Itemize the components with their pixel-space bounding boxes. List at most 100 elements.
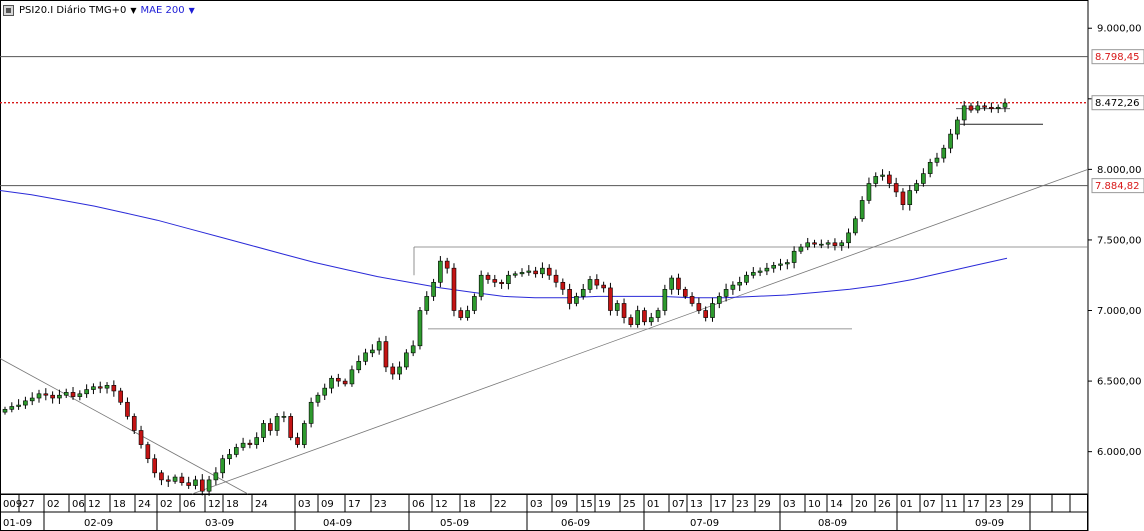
candle-body[interactable] bbox=[247, 442, 253, 445]
candle-body[interactable] bbox=[111, 385, 117, 392]
candle-body[interactable] bbox=[131, 416, 137, 431]
candle-body[interactable] bbox=[689, 296, 695, 304]
candle-body[interactable] bbox=[349, 369, 355, 385]
candle-body[interactable] bbox=[927, 162, 933, 174]
candle-body[interactable] bbox=[512, 273, 518, 276]
candle-body[interactable] bbox=[2, 409, 8, 413]
candle-body[interactable] bbox=[608, 287, 613, 311]
candle-body[interactable] bbox=[567, 289, 572, 304]
candle-body[interactable] bbox=[737, 281, 742, 286]
candle-body[interactable] bbox=[764, 267, 770, 272]
candle-body[interactable] bbox=[744, 274, 749, 283]
candle-body[interactable] bbox=[438, 260, 443, 283]
candle-body[interactable] bbox=[43, 393, 49, 396]
candle-body[interactable] bbox=[9, 406, 15, 410]
candle-body[interactable] bbox=[199, 479, 205, 492]
candle-body[interactable] bbox=[703, 310, 708, 318]
candle-body[interactable] bbox=[118, 390, 123, 403]
candle-body[interactable] bbox=[716, 296, 722, 304]
uptrend-line[interactable] bbox=[191, 168, 1089, 495]
candle-body[interactable] bbox=[982, 105, 987, 108]
indicator-dropdown-caret-icon[interactable]: ▼ bbox=[188, 5, 195, 15]
candle-body[interactable] bbox=[900, 191, 906, 205]
candle-body[interactable] bbox=[186, 482, 191, 486]
candle-body[interactable] bbox=[404, 352, 409, 368]
candle-body[interactable] bbox=[451, 267, 457, 311]
downtrend-line[interactable] bbox=[0, 358, 249, 495]
candle-body[interactable] bbox=[975, 105, 981, 111]
candle-body[interactable] bbox=[914, 183, 919, 191]
candle-body[interactable] bbox=[376, 341, 382, 351]
candle-body[interactable] bbox=[750, 272, 756, 276]
candle-body[interactable] bbox=[356, 361, 362, 371]
candle-body[interactable] bbox=[70, 392, 76, 397]
candle-body[interactable] bbox=[302, 423, 307, 445]
candle-body[interactable] bbox=[961, 105, 967, 121]
candle-body[interactable] bbox=[866, 183, 872, 201]
candle-body[interactable] bbox=[710, 303, 715, 318]
candle-body[interactable] bbox=[669, 277, 674, 290]
candle-body[interactable] bbox=[955, 119, 960, 135]
candle-body[interactable] bbox=[574, 296, 579, 304]
candle-body[interactable] bbox=[104, 385, 110, 389]
candle-body[interactable] bbox=[546, 267, 552, 276]
candle-body[interactable] bbox=[322, 387, 328, 396]
candle-body[interactable] bbox=[336, 377, 341, 382]
candle-body[interactable] bbox=[63, 392, 69, 396]
candle-body[interactable] bbox=[145, 444, 151, 460]
candle-body[interactable] bbox=[97, 386, 103, 389]
candle-body[interactable] bbox=[587, 279, 593, 290]
candle-body[interactable] bbox=[227, 454, 232, 460]
candle-body[interactable] bbox=[485, 274, 491, 280]
instrument-dropdown-caret-icon[interactable]: ▼ bbox=[130, 5, 137, 15]
candle-body[interactable] bbox=[213, 472, 219, 481]
candle-body[interactable] bbox=[308, 401, 314, 424]
candle-body[interactable] bbox=[240, 442, 246, 448]
candle-body[interactable] bbox=[859, 200, 865, 220]
candle-body[interactable] bbox=[778, 263, 783, 266]
candle-body[interactable] bbox=[417, 310, 423, 347]
candle-body[interactable] bbox=[206, 479, 212, 492]
candle-body[interactable] bbox=[29, 397, 35, 402]
candle-body[interactable] bbox=[907, 190, 913, 205]
candle-body[interactable] bbox=[798, 246, 804, 252]
candle-body[interactable] bbox=[839, 242, 845, 246]
candle-body[interactable] bbox=[540, 267, 545, 275]
candle-body[interactable] bbox=[560, 281, 566, 290]
candle-body[interactable] bbox=[458, 310, 464, 318]
candle-body[interactable] bbox=[682, 289, 688, 297]
candle-body[interactable] bbox=[193, 479, 198, 486]
candle-body[interactable] bbox=[580, 289, 586, 297]
mae-200-line[interactable] bbox=[0, 190, 1008, 299]
candle-body[interactable] bbox=[594, 279, 600, 286]
candle-body[interactable] bbox=[77, 393, 83, 397]
candle-body[interactable] bbox=[57, 394, 62, 399]
candle-body[interactable] bbox=[757, 270, 763, 273]
candle-body[interactable] bbox=[676, 277, 681, 290]
candle-body[interactable] bbox=[533, 270, 538, 275]
candle-body[interactable] bbox=[172, 476, 178, 482]
candle-body[interactable] bbox=[91, 386, 96, 390]
candle-body[interactable] bbox=[825, 242, 831, 245]
candle-body[interactable] bbox=[791, 250, 797, 263]
candle-body[interactable] bbox=[363, 352, 368, 362]
candle-body[interactable] bbox=[526, 270, 532, 273]
candle-body[interactable] bbox=[152, 458, 157, 474]
candle-body[interactable] bbox=[397, 366, 402, 375]
candle-body[interactable] bbox=[621, 303, 627, 318]
candle-body[interactable] bbox=[288, 416, 294, 438]
candle-body[interactable] bbox=[832, 242, 838, 246]
candle-body[interactable] bbox=[410, 345, 416, 354]
candle-body[interactable] bbox=[941, 147, 947, 159]
candle-body[interactable] bbox=[431, 281, 436, 297]
candle-body[interactable] bbox=[887, 174, 892, 184]
candle-body[interactable] bbox=[819, 243, 824, 246]
candle-body[interactable] bbox=[295, 437, 300, 445]
candle-body[interactable] bbox=[553, 274, 559, 283]
candle-body[interactable] bbox=[84, 389, 89, 395]
candle-body[interactable] bbox=[465, 310, 470, 318]
candle-body[interactable] bbox=[635, 310, 640, 325]
candle-body[interactable] bbox=[880, 174, 885, 177]
candle-body[interactable] bbox=[499, 281, 504, 284]
